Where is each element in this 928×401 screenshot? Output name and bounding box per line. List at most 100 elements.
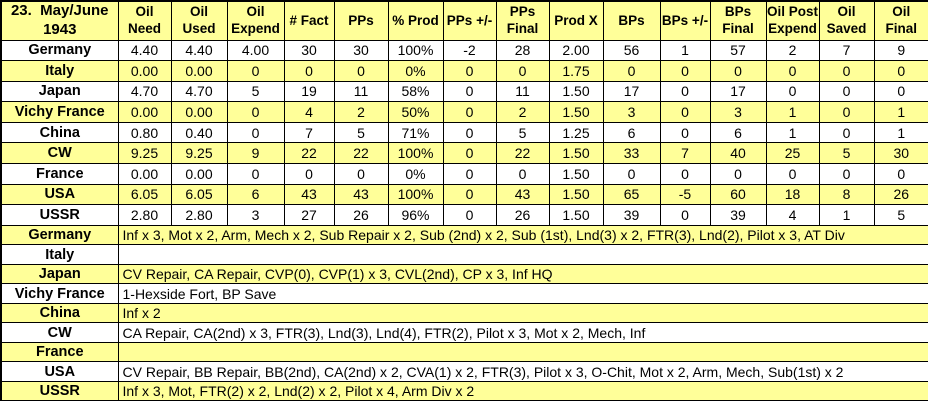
value-cell[interactable]: 11 bbox=[495, 80, 550, 103]
value-cell[interactable]: 1 bbox=[818, 204, 875, 226]
col-header-percent-prod[interactable]: % Prod bbox=[387, 0, 444, 41]
value-cell[interactable]: 0 bbox=[659, 101, 711, 123]
value-cell[interactable]: 0 bbox=[765, 163, 820, 185]
value-cell[interactable]: 0 bbox=[442, 204, 497, 226]
country-label[interactable]: Japan bbox=[0, 263, 119, 285]
value-cell[interactable]: 0 bbox=[659, 204, 711, 226]
value-cell[interactable]: 0 bbox=[442, 142, 497, 165]
col-header-oil-post-expend[interactable]: Oil Post Expend bbox=[765, 0, 820, 41]
col-header-pps-plus-minus[interactable]: PPs +/- bbox=[442, 0, 497, 41]
col-header-oil-final[interactable]: Oil Final bbox=[873, 0, 928, 41]
value-cell[interactable]: 0 bbox=[659, 60, 711, 82]
value-cell[interactable]: 1 bbox=[659, 39, 711, 62]
value-cell[interactable]: 4 bbox=[765, 204, 820, 226]
value-cell[interactable]: 43 bbox=[333, 183, 389, 206]
value-cell[interactable]: 0 bbox=[765, 60, 820, 82]
value-cell[interactable]: 0 bbox=[226, 101, 285, 123]
value-cell[interactable]: 0.00 bbox=[117, 101, 172, 123]
value-cell[interactable]: 0 bbox=[709, 163, 767, 185]
value-cell[interactable]: 28 bbox=[495, 39, 550, 62]
value-cell[interactable]: 11 bbox=[333, 80, 389, 103]
value-cell[interactable]: 0 bbox=[333, 163, 389, 185]
value-cell[interactable]: 3 bbox=[602, 101, 661, 123]
value-cell[interactable]: 1 bbox=[765, 121, 820, 144]
value-cell[interactable]: 5 bbox=[495, 121, 550, 144]
value-cell[interactable]: 2.00 bbox=[548, 39, 604, 62]
value-cell[interactable]: 27 bbox=[283, 204, 335, 226]
value-cell[interactable]: 0% bbox=[387, 163, 444, 185]
value-cell[interactable]: 5 bbox=[226, 80, 285, 103]
country-label[interactable]: USA bbox=[0, 183, 119, 206]
value-cell[interactable]: 0 bbox=[659, 121, 711, 144]
value-cell[interactable]: 0 bbox=[495, 163, 550, 185]
value-cell[interactable]: 17 bbox=[709, 80, 767, 103]
value-cell[interactable]: 0 bbox=[283, 60, 335, 82]
country-label[interactable]: CW bbox=[0, 322, 119, 343]
country-label[interactable]: China bbox=[0, 302, 119, 324]
col-header-bps[interactable]: BPs bbox=[602, 0, 661, 41]
value-cell[interactable]: 71% bbox=[387, 121, 444, 144]
value-cell[interactable]: 0 bbox=[873, 163, 928, 185]
value-cell[interactable]: 1.50 bbox=[548, 101, 604, 123]
value-cell[interactable]: 30 bbox=[873, 142, 928, 165]
value-cell[interactable]: 0 bbox=[442, 121, 497, 144]
value-cell[interactable]: 50% bbox=[387, 101, 444, 123]
country-label[interactable]: Italy bbox=[0, 244, 119, 265]
value-cell[interactable]: 0 bbox=[659, 80, 711, 103]
value-cell[interactable]: 39 bbox=[709, 204, 767, 226]
value-cell[interactable]: 4.00 bbox=[226, 39, 285, 62]
col-header-oil-need[interactable]: Oil Need bbox=[117, 0, 172, 41]
builds-list-cell[interactable]: Inf x 3, Mot, FTR(2) x 2, Lnd(2) x 2, Pi… bbox=[117, 380, 928, 401]
value-cell[interactable]: 0 bbox=[659, 163, 711, 185]
value-cell[interactable]: 5 bbox=[873, 204, 928, 226]
value-cell[interactable]: 0 bbox=[602, 163, 661, 185]
value-cell[interactable]: 9 bbox=[226, 142, 285, 165]
value-cell[interactable]: 57 bbox=[709, 39, 767, 62]
builds-list-cell[interactable] bbox=[117, 244, 928, 265]
value-cell[interactable]: 100% bbox=[387, 142, 444, 165]
value-cell[interactable]: 9.25 bbox=[117, 142, 172, 165]
country-label[interactable]: Germany bbox=[0, 39, 119, 62]
value-cell[interactable]: 4.70 bbox=[117, 80, 172, 103]
builds-list-cell[interactable]: CV Repair, BB Repair, BB(2nd), CA(2nd) x… bbox=[117, 361, 928, 382]
country-label[interactable]: USSR bbox=[0, 204, 119, 226]
value-cell[interactable]: 0 bbox=[818, 101, 875, 123]
value-cell[interactable]: 33 bbox=[602, 142, 661, 165]
value-cell[interactable]: 0.00 bbox=[117, 163, 172, 185]
value-cell[interactable]: 60 bbox=[709, 183, 767, 206]
value-cell[interactable]: 30 bbox=[283, 39, 335, 62]
value-cell[interactable]: 3 bbox=[226, 204, 285, 226]
value-cell[interactable]: 1.75 bbox=[548, 60, 604, 82]
value-cell[interactable]: 22 bbox=[283, 142, 335, 165]
value-cell[interactable]: -5 bbox=[659, 183, 711, 206]
value-cell[interactable]: 7 bbox=[283, 121, 335, 144]
value-cell[interactable]: 0 bbox=[442, 80, 497, 103]
col-header-oil-expend[interactable]: Oil Expend bbox=[226, 0, 285, 41]
value-cell[interactable]: 100% bbox=[387, 39, 444, 62]
value-cell[interactable]: 26 bbox=[873, 183, 928, 206]
value-cell[interactable]: 6 bbox=[602, 121, 661, 144]
value-cell[interactable]: 0 bbox=[226, 121, 285, 144]
builds-list-cell[interactable]: CV Repair, CA Repair, CVP(0), CVP(1) x 3… bbox=[117, 263, 928, 285]
value-cell[interactable]: 26 bbox=[495, 204, 550, 226]
value-cell[interactable]: 6 bbox=[709, 121, 767, 144]
value-cell[interactable]: 0 bbox=[442, 101, 497, 123]
country-label[interactable]: CW bbox=[0, 142, 119, 165]
country-label[interactable]: China bbox=[0, 121, 119, 144]
builds-list-cell[interactable]: CA Repair, CA(2nd) x 3, FTR(3), Lnd(3), … bbox=[117, 322, 928, 343]
value-cell[interactable]: 1.25 bbox=[548, 121, 604, 144]
value-cell[interactable]: 4.40 bbox=[170, 39, 228, 62]
value-cell[interactable]: 40 bbox=[709, 142, 767, 165]
value-cell[interactable]: -2 bbox=[442, 39, 497, 62]
value-cell[interactable]: 7 bbox=[659, 142, 711, 165]
value-cell[interactable]: 43 bbox=[283, 183, 335, 206]
value-cell[interactable]: 0 bbox=[442, 183, 497, 206]
country-label[interactable]: USA bbox=[0, 361, 119, 382]
value-cell[interactable]: 1.50 bbox=[548, 142, 604, 165]
country-label[interactable]: Germany bbox=[0, 224, 119, 246]
value-cell[interactable]: 0 bbox=[873, 60, 928, 82]
col-header-prod-x[interactable]: Prod X bbox=[548, 0, 604, 41]
value-cell[interactable]: 9.25 bbox=[170, 142, 228, 165]
value-cell[interactable]: 9 bbox=[873, 39, 928, 62]
value-cell[interactable]: 4 bbox=[283, 101, 335, 123]
